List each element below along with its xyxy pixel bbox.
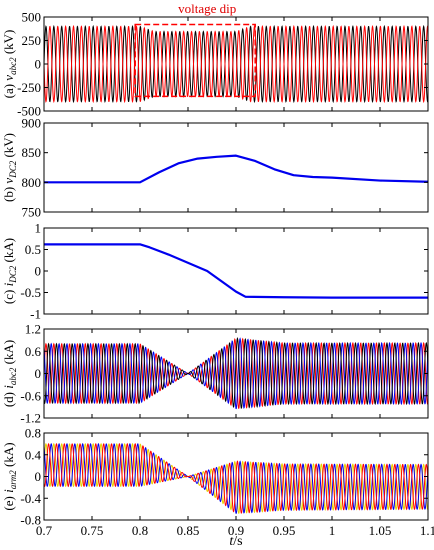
ytick-label-a: 0 [35, 57, 42, 72]
xtick-label: 0.95 [273, 523, 296, 538]
ytick-label-d: 1.2 [25, 322, 41, 337]
series-line-b-0 [44, 154, 428, 184]
ylabel-b: (b) vDC2 (kV) [1, 133, 18, 202]
xtick-label: 1.05 [369, 523, 392, 538]
panel-a: 500 250 0 -250 -500 (a) vabc2 (kV) voltage dip [1, 1, 429, 119]
plot-area-d [44, 336, 428, 410]
ytick-label-d: -1.2 [20, 411, 41, 426]
ytick-label-e: 0 [35, 469, 42, 484]
ytick-label-b: 750 [22, 205, 42, 220]
ytick-label-a: -250 [17, 80, 41, 95]
ytick-label-b: 800 [22, 175, 42, 190]
xlabel: t/s [229, 534, 242, 549]
ytick-label-c: -0.5 [20, 285, 41, 300]
panel-e: 0.8 0.4 0 -0.4 -0.8(e) iarm2 (kA) [1, 426, 429, 528]
axes-frame-b [43, 122, 429, 213]
ytick-label-c: -1 [30, 307, 41, 322]
waveform-d-1 [44, 337, 428, 410]
ytick-label-c: 1 [35, 221, 42, 236]
panel-c: 1 0.5 0 -0.5 -1 (c) iDC2 (kA) [1, 221, 429, 322]
waveform-a-0 [44, 24, 428, 104]
xtick-label: 0.9 [228, 523, 244, 538]
plot-area-c [44, 243, 428, 299]
plot-area-b [44, 154, 428, 184]
panel-d: 1.2 0.6 0 -0.6 -1.2(d) iabc2 (kA) [1, 322, 429, 426]
ytick-label-b: 850 [22, 145, 42, 160]
ytick-label-d: 0 [35, 366, 42, 381]
waveform-a-1 [44, 24, 428, 104]
series-line-c-0 [44, 243, 428, 299]
voltage-dip-box [134, 23, 256, 98]
xtick-label: 0.7 [36, 523, 53, 538]
xtick-label: 1 [329, 523, 336, 538]
ytick-label-d: 0.6 [25, 344, 42, 359]
ylabel-c: (c) iDC2 (kA) [1, 238, 18, 304]
ytick-label-b: 900 [22, 116, 42, 131]
plot-area-e [44, 442, 428, 514]
ytick-label-a: 500 [22, 10, 42, 25]
ytick-label-e: -0.4 [20, 491, 41, 506]
waveform-e-1 [44, 442, 428, 514]
ytick-label-c: 0 [35, 264, 42, 279]
waveform-e-2 [44, 442, 428, 514]
ylabel-e: (e) iarm2 (kA) [1, 442, 18, 510]
ytick-label-a: -500 [17, 104, 41, 119]
waveform-d-2 [44, 336, 428, 409]
ylabel-d: (d) iabc2 (kA) [1, 340, 18, 407]
xtick-label: 1.1 [420, 523, 434, 538]
ytick-label-e: 0.4 [25, 447, 42, 462]
panel-b: 900 850 800 750 (b) vDC2 (kV) [1, 116, 429, 220]
ytick-label-e: 0.8 [25, 426, 41, 441]
xtick-label: 0.8 [132, 523, 148, 538]
plot-area-a [44, 24, 428, 104]
xtick-label: 0.75 [81, 523, 104, 538]
xtick-label: 0.85 [177, 523, 200, 538]
ytick-label-e: -0.8 [20, 513, 41, 528]
ytick-label-c: 0.5 [25, 242, 41, 257]
ytick-label-a: 250 [22, 33, 42, 48]
ytick-label-d: -0.6 [20, 388, 41, 403]
voltage-dip-label: voltage dip [178, 1, 236, 16]
ylabel-a: (a) vabc2 (kV) [1, 30, 18, 99]
axes-frame-c [43, 227, 429, 315]
